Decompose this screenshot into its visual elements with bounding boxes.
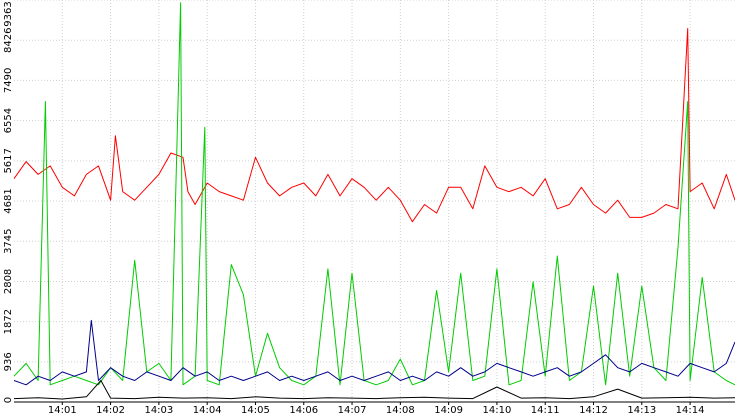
x-tick-label: 14:12 [579,405,608,415]
y-tick-label: 2808 [3,269,14,294]
y-tick-label: 4681 [3,188,14,213]
series-line-3 [13,319,735,386]
y-axis-ticks: 0 936 1872 2808 3745 4681 5617 6554 7490 8426 9363 [3,1,14,403]
x-tick-label: 14:01 [48,405,77,415]
x-tick-label: 14:09 [434,405,463,415]
x-tick-label: 14:06 [289,405,318,415]
y-tick-label: 1872 [3,309,14,334]
y-tick-label: 6554 [3,108,14,133]
x-tick-label: 14:10 [483,405,512,415]
x-tick-label: 14:07 [338,405,367,415]
x-axis-ticks: 14:01 14:02 14:03 14:04 14:05 14:06 14:07 14:08… [14,401,735,415]
x-tick-label: 14:04 [193,405,222,415]
x-tick-label: 14:11 [531,405,560,415]
x-tick-label: 14:05 [241,405,270,415]
x-tick-label: 14:14 [676,405,705,415]
grid-lines [14,0,735,403]
series-line-4 [13,380,735,400]
x-tick-label: 14:02 [96,405,125,415]
y-tick-label: 3745 [3,228,14,253]
series-line-1 [13,28,735,223]
x-tick-label: 14:03 [144,405,173,415]
y-tick-label: 936 [3,352,14,371]
y-tick-label: 9363 [3,1,14,26]
x-tick-label: 14:13 [627,405,656,415]
series-lines [13,2,735,400]
y-tick-label: 8426 [3,28,14,53]
y-tick-label: 5617 [3,148,14,173]
y-tick-label: 7490 [3,68,14,93]
x-tick-label: 14:08 [386,405,415,415]
y-tick-label: 0 [3,397,14,403]
